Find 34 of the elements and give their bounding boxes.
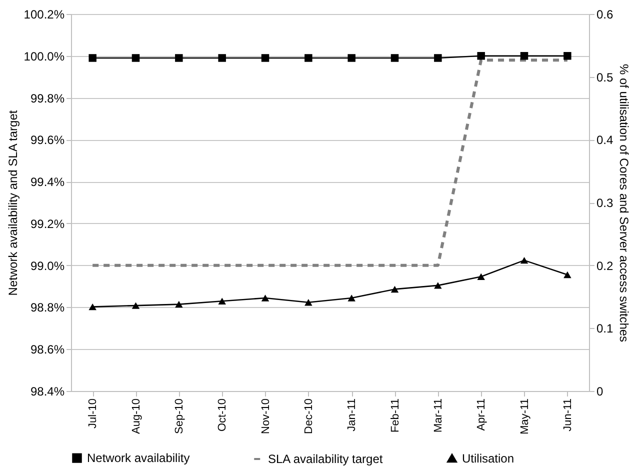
- y2-tick-label: 0.4: [596, 133, 614, 148]
- x-tick-label: Dec-10: [302, 398, 315, 434]
- x-tick-label: Aug-10: [130, 398, 142, 434]
- x-tick-label: Jan-11: [346, 398, 358, 432]
- y-tick-label: 99.6%: [30, 133, 65, 148]
- y-tick-label: 99.0%: [30, 258, 65, 273]
- y-tick-label: 98.6%: [30, 342, 65, 357]
- y2-tick-label: 0.5: [596, 70, 614, 84]
- x-tick-label: May-11: [518, 398, 531, 434]
- x-tick-label: Sep-10: [173, 398, 186, 434]
- y2-tick-label: 0.3: [596, 196, 614, 210]
- y-tick-label: 98.8%: [30, 300, 65, 315]
- x-tick-label: Jul-10: [87, 398, 100, 428]
- y-tick-label: 99.8%: [30, 91, 65, 106]
- y-tick-label: 100.2%: [24, 8, 65, 22]
- y2-tick-label: 0: [596, 384, 604, 398]
- y-axis-title: Network availability and SLA target: [6, 110, 20, 296]
- x-tick-label: Oct-10: [216, 398, 229, 432]
- y2-tick-label: 0.1: [596, 322, 614, 336]
- y-tick-label: 99.2%: [30, 216, 65, 231]
- y-tick-label: 98.4%: [30, 384, 65, 398]
- x-tick-label: Apr-11: [476, 398, 488, 431]
- y2-tick-label: 0.2: [596, 258, 614, 273]
- y2-axis-title: % of utilisation of Cores and Server access switches: [617, 64, 632, 342]
- legend-label: Network availability: [87, 451, 190, 466]
- x-tick-label: Jun-11: [562, 398, 574, 432]
- legend-label: SLA availability target: [268, 452, 384, 466]
- x-tick-label: Mar-11: [432, 398, 444, 433]
- x-tick-label: Feb-11: [389, 398, 402, 433]
- y-tick-label: 99.4%: [30, 175, 65, 190]
- legend-label: Utilisation: [462, 451, 514, 466]
- y2-tick-label: 0.6: [596, 8, 614, 22]
- x-tick-label: Nov-10: [260, 398, 272, 434]
- y-tick-label: 100.0%: [24, 49, 65, 64]
